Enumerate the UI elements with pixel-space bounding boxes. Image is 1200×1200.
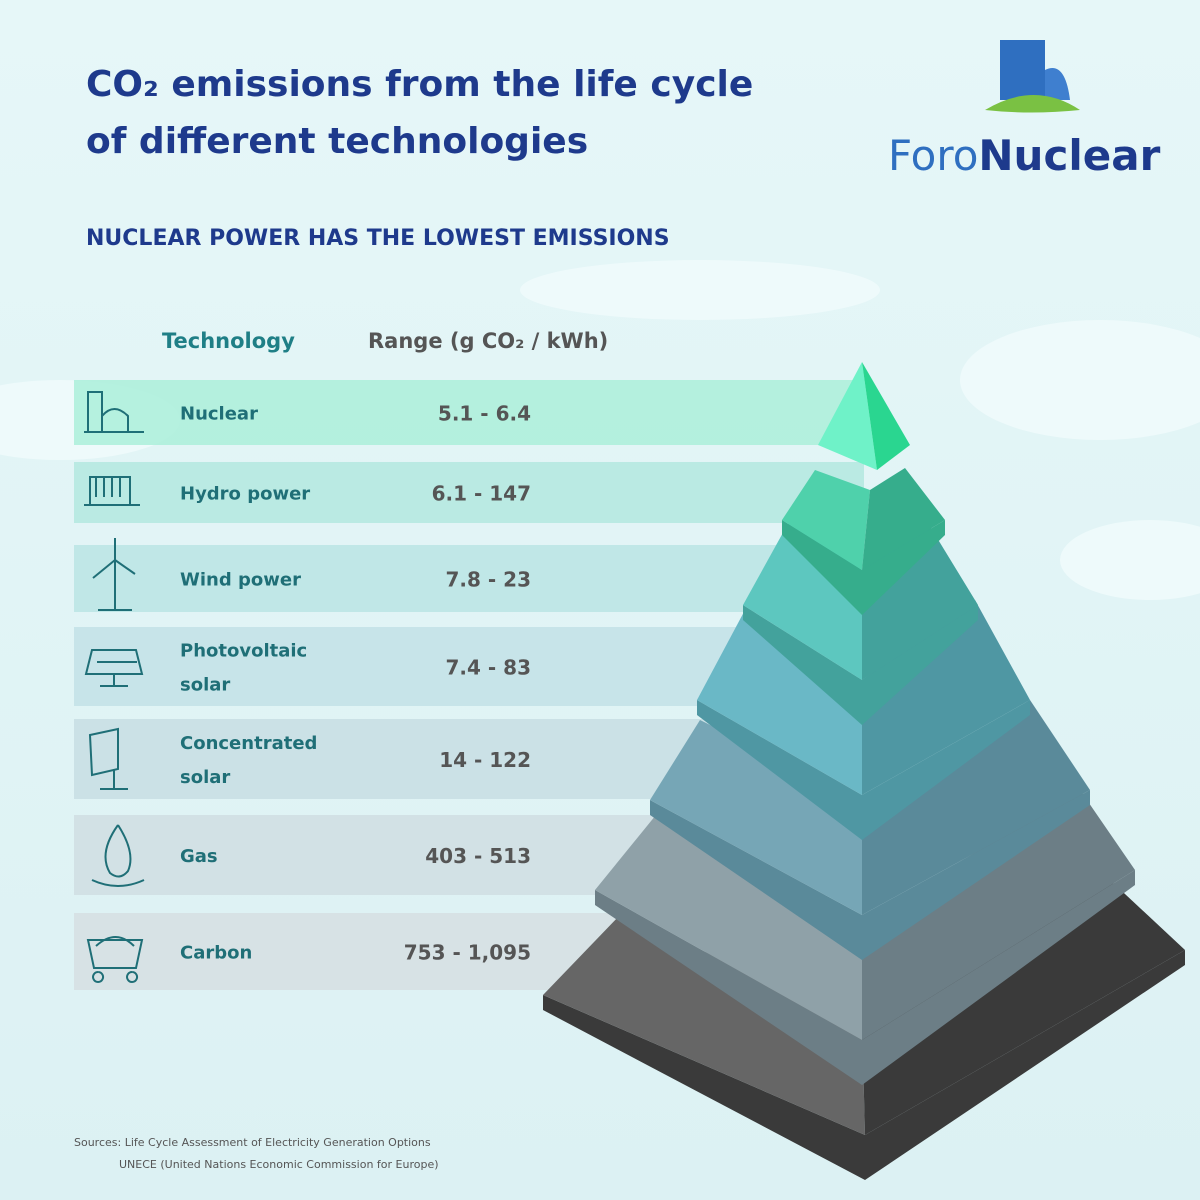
column-header: Technology	[162, 329, 295, 353]
pyramid-face	[595, 810, 862, 1040]
technology-name: Wind power	[180, 570, 301, 591]
pyramid-face	[862, 700, 1090, 915]
pyramid-skirt	[543, 950, 1185, 1180]
range-value: 5.1 - 6.4	[438, 402, 531, 426]
title-line: of different technologies	[86, 121, 588, 162]
technology-name: solar	[180, 675, 230, 696]
row-icon	[91, 824, 145, 887]
range-value: 14 - 122	[439, 748, 531, 772]
logo-text: Foro	[888, 131, 978, 180]
row-icon	[84, 391, 144, 433]
range-value: 6.1 - 147	[432, 482, 531, 506]
title-line: CO₂ emissions from the life cycle	[86, 64, 753, 105]
technology-name: Gas	[180, 846, 218, 867]
source-line: Sources: Life Cycle Assessment of Electr…	[74, 1136, 431, 1149]
pyramid-apex	[818, 362, 877, 470]
row-icon	[84, 476, 140, 506]
row-band	[74, 462, 864, 523]
pyramid-face	[782, 470, 870, 570]
subtitle: NUCLEAR POWER HAS THE LOWEST EMISSIONS	[86, 226, 670, 251]
technology-name: Concentrated	[180, 733, 317, 754]
technology-name: solar	[180, 767, 230, 788]
technology-name: Carbon	[180, 943, 252, 964]
range-value: 7.8 - 23	[446, 568, 532, 592]
pyramid-face	[543, 915, 865, 1135]
row-band	[74, 380, 864, 445]
svg-text:ForoNuclear: ForoNuclear	[888, 131, 1161, 180]
technology-name: Nuclear	[180, 404, 258, 425]
pyramid-skirt	[650, 790, 1090, 960]
row-icon	[88, 727, 128, 790]
pyramid-face	[862, 880, 1185, 1135]
logo: ForoNuclear	[888, 40, 1161, 180]
pyramid-face	[862, 600, 1030, 795]
range-value: 403 - 513	[425, 844, 531, 868]
pyramid-apex	[862, 362, 910, 470]
pyramid-skirt	[697, 700, 1030, 840]
technology-name: Photovoltaic	[180, 641, 307, 662]
logo-text: Nuclear	[978, 131, 1160, 180]
row-icon	[86, 936, 144, 983]
pyramid-skirt	[782, 520, 945, 615]
row-band	[74, 545, 864, 612]
pyramid-skirt	[743, 605, 978, 725]
range-value: 7.4 - 83	[446, 656, 532, 680]
row-icon	[84, 649, 144, 687]
clouds	[0, 260, 1200, 600]
pyramid-face	[862, 468, 945, 570]
source-line: UNECE (United Nations Economic Commissio…	[119, 1158, 439, 1171]
range-value: 753 - 1,095	[404, 941, 531, 965]
pyramid-skirt	[595, 870, 1135, 1085]
technology-name: Hydro power	[180, 484, 310, 505]
row-icon	[92, 538, 136, 611]
column-header: Range (g CO₂ / kWh)	[368, 329, 608, 353]
pyramid-face	[862, 790, 1135, 1040]
pyramid-face	[650, 720, 862, 915]
